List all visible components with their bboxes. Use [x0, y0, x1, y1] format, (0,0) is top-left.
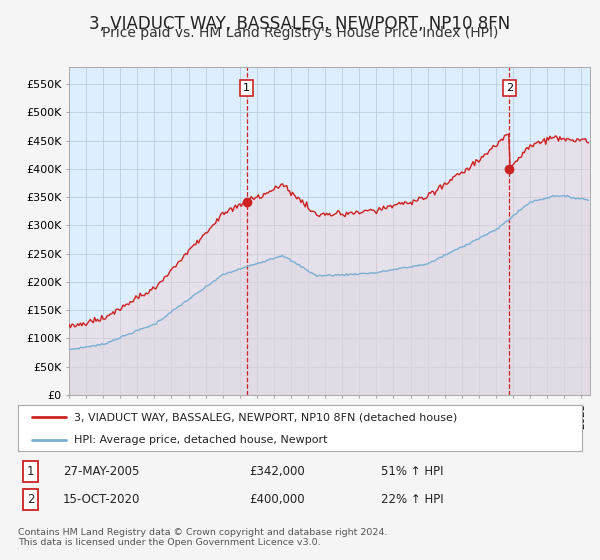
Text: 2: 2: [506, 83, 513, 93]
Text: 3, VIADUCT WAY, BASSALEG, NEWPORT, NP10 8FN (detached house): 3, VIADUCT WAY, BASSALEG, NEWPORT, NP10 …: [74, 412, 458, 422]
Text: 2: 2: [27, 493, 35, 506]
Text: 22% ↑ HPI: 22% ↑ HPI: [381, 493, 443, 506]
Text: 51% ↑ HPI: 51% ↑ HPI: [381, 465, 443, 478]
Text: HPI: Average price, detached house, Newport: HPI: Average price, detached house, Newp…: [74, 435, 328, 445]
Text: 1: 1: [27, 465, 35, 478]
Text: Contains HM Land Registry data © Crown copyright and database right 2024.
This d: Contains HM Land Registry data © Crown c…: [18, 528, 388, 547]
Text: Price paid vs. HM Land Registry's House Price Index (HPI): Price paid vs. HM Land Registry's House …: [102, 26, 498, 40]
Text: £342,000: £342,000: [249, 465, 305, 478]
Text: 15-OCT-2020: 15-OCT-2020: [63, 493, 140, 506]
Text: 1: 1: [243, 83, 250, 93]
Text: 27-MAY-2005: 27-MAY-2005: [63, 465, 139, 478]
Text: 3, VIADUCT WAY, BASSALEG, NEWPORT, NP10 8FN: 3, VIADUCT WAY, BASSALEG, NEWPORT, NP10 …: [89, 15, 511, 32]
Text: £400,000: £400,000: [249, 493, 305, 506]
